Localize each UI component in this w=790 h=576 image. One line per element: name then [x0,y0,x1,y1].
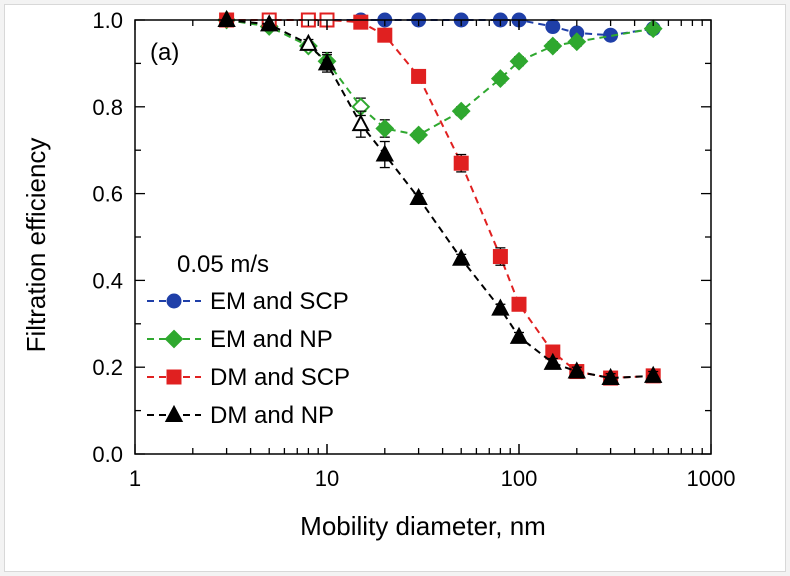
data-point-triangle [452,248,471,266]
filtration-efficiency-chart: 1 10 100 1000 0.0 0.2 0.4 0.6 0.8 1.0 (a) Mobilit… [21,8,735,541]
x-tick-label: 10 [315,466,339,491]
legend-label: EM and NP [210,326,333,353]
data-point-square [492,249,508,265]
data-point-triangle [351,114,370,132]
data-point-triangle [567,361,586,379]
series-line [226,19,654,380]
y-tick-label: 0.8 [92,95,123,120]
data-point-square [453,155,469,171]
data-point-square [166,369,182,385]
x-tick-label: 1000 [687,466,736,491]
panel-label: (a) [150,39,179,66]
data-point-triangle [601,367,620,386]
x-axis-title: Mobility diameter, nm [300,511,546,541]
legend-item-dm-and-scp: DM and SCP [147,364,350,391]
x-tick-label: 1 [129,466,141,491]
data-point-triangle [409,187,428,205]
data-point-square [411,68,427,84]
data-point-diamond [509,51,529,71]
data-point-triangle [299,33,318,51]
y-axis-title: Filtration efficiency [21,138,51,353]
legend: 0.05 m/s EM and SCP EM and NP DM and SCP DM… [147,251,350,429]
data-point-square [511,296,527,312]
data-point-diamond [451,101,471,121]
data-point-triangle [543,352,562,370]
series-line [226,19,654,37]
data-point-circle [166,293,182,309]
data-point-diamond [375,119,395,138]
series-em-and-scp [219,12,661,43]
data-point-diamond [567,32,587,52]
x-tick-label: 100 [501,466,538,491]
data-point-square [377,27,393,43]
data-point-triangle [491,298,510,316]
data-point-triangle [164,404,184,422]
data-point-triangle [509,326,529,344]
data-point-diamond [490,69,510,89]
legend-item-em-and-scp: EM and SCP [147,288,349,315]
legend-label: EM and SCP [210,288,349,315]
chart-frame: 1 10 100 1000 0.0 0.2 0.4 0.6 0.8 1.0 (a) Mobilit… [4,4,786,572]
series-dm-and-np [217,9,663,386]
axis-ticks: 1 10 100 1000 0.0 0.2 0.4 0.6 0.8 1.0 [92,8,735,491]
data-point-diamond [543,36,563,56]
data-point-diamond [643,19,663,39]
legend-item-dm-and-np: DM and NP [147,402,334,429]
y-tick-label: 0.6 [92,182,123,207]
data-point-triangle [644,365,663,383]
data-point-diamond [409,125,429,145]
legend-label: DM and NP [210,402,334,429]
y-tick-label: 1.0 [92,8,123,33]
y-tick-label: 0.2 [92,355,123,380]
data-point-triangle [375,144,394,162]
y-tick-label: 0.4 [92,268,123,293]
data-point-circle [545,19,561,35]
data-point-square [353,14,369,30]
data-point-diamond [164,329,184,349]
y-tick-label: 0.0 [92,442,123,467]
series-line [226,19,654,380]
legend-title: 0.05 m/s [177,251,269,278]
data-point-triangle [317,53,337,71]
legend-item-em-and-np: EM and NP [147,326,333,353]
legend-label: DM and SCP [210,364,350,391]
series-line [226,19,654,137]
